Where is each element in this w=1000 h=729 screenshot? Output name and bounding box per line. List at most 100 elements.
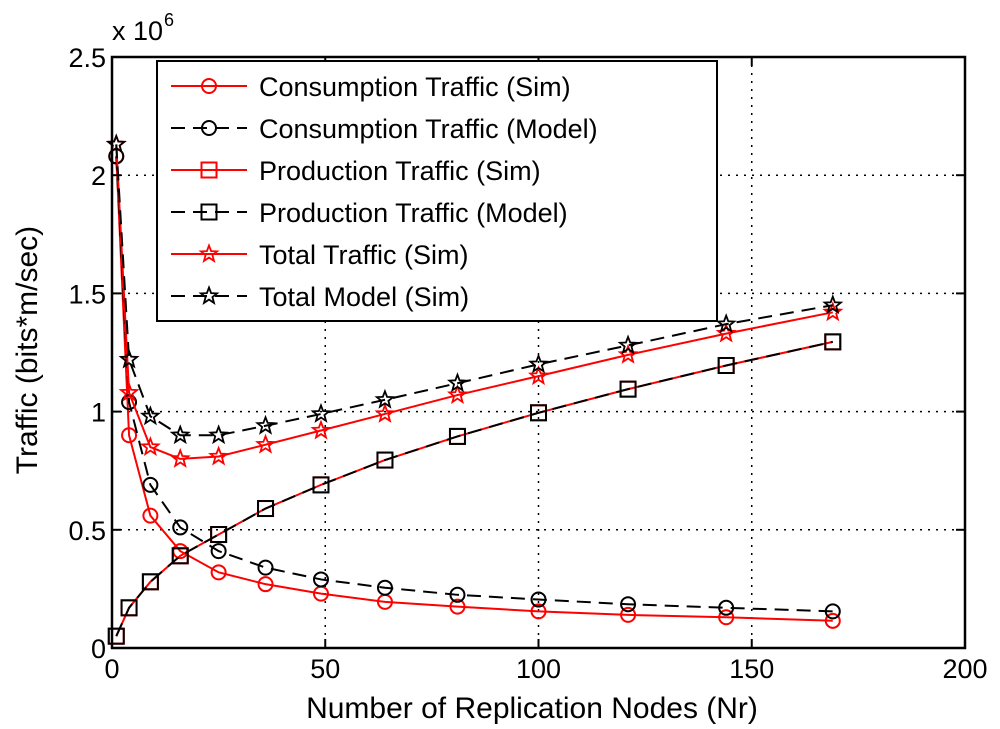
series-0-point-11: [718, 609, 735, 626]
y-tick-label-4: 2: [91, 161, 106, 191]
series-1-point-9: [530, 591, 547, 608]
y-axis-label: Traffic (bits*m/sec): [11, 226, 44, 474]
series-4-point-7: [374, 402, 396, 423]
legend-marker-1: [201, 120, 217, 136]
series-1-point-12: [824, 603, 841, 620]
legend-label-2: Production Traffic (Sim): [259, 156, 541, 186]
series-3-point-3: [171, 547, 189, 565]
legend-entry-4: Total Traffic (Sim): [171, 240, 469, 270]
legend-marker-0: [201, 78, 217, 94]
series-3-point-1: [120, 599, 138, 617]
series-0-point-12: [824, 612, 841, 629]
legend-marker-4: [198, 242, 220, 263]
series-5: [105, 133, 844, 445]
axes: 0 50 100 150 200 0 0.5 1 1.5 2 2.5: [68, 43, 987, 684]
legend-entry-5: Total Model (Sim): [171, 282, 469, 312]
series-5-point-10: [617, 334, 639, 355]
legend-label-0: Consumption Traffic (Sim): [259, 72, 571, 102]
series-3-point-5: [257, 500, 275, 518]
y-tick-label-0: 0: [91, 634, 106, 664]
x-tick-label-2: 100: [516, 654, 561, 684]
y-axis-multiplier-base: x 10: [112, 16, 163, 46]
series-4-point-8: [446, 384, 468, 404]
series-0-point-9: [530, 603, 547, 620]
legend-marker-3: [200, 203, 218, 221]
series-line-0: [115, 156, 833, 622]
series-4-point-1: [118, 381, 140, 402]
series-3-point-4: [210, 526, 228, 544]
series-0-point-2: [142, 507, 159, 524]
series-5-point-1: [118, 348, 140, 369]
series-5-point-2: [139, 405, 161, 426]
series-5-point-7: [374, 388, 396, 409]
series-3-point-6: [312, 476, 330, 494]
series-1-point-2: [142, 476, 159, 493]
series-0-point-4: [210, 564, 227, 581]
series-1-point-10: [620, 596, 637, 613]
series-3-point-12: [824, 333, 842, 351]
legend: Consumption Traffic (Sim) Consumption Tra…: [156, 60, 718, 322]
series-4-point-10: [617, 343, 639, 364]
x-tick-label-0: 0: [104, 654, 119, 684]
legend-label-1: Consumption Traffic (Model): [259, 114, 598, 144]
series-0-point-5: [257, 576, 274, 593]
series-5-point-0: [105, 133, 127, 154]
series-4-point-5: [255, 433, 277, 454]
x-tick-label-4: 200: [942, 654, 987, 684]
series-4-point-9: [528, 365, 549, 386]
legend-label-4: Total Traffic (Sim): [259, 240, 469, 270]
series-line-5: [115, 144, 833, 437]
series-5-point-6: [310, 402, 332, 423]
series-4-point-2: [139, 436, 161, 456]
series-0-point-10: [620, 606, 637, 623]
series-5-point-8: [446, 372, 468, 393]
series-5-point-11: [715, 313, 737, 334]
x-tick-label-3: 150: [729, 654, 774, 684]
series-1-point-8: [449, 586, 466, 603]
series-5-point-3: [169, 424, 191, 445]
series-3: [107, 333, 842, 645]
series-0-point-8: [449, 598, 466, 615]
legend-entry-1: Consumption Traffic (Model): [171, 114, 598, 144]
series-5-point-5: [255, 414, 277, 435]
legend-marker-2: [200, 161, 218, 179]
series-line-1: [115, 156, 833, 613]
series-1-point-4: [210, 543, 227, 560]
series-4-point-12: [822, 301, 844, 322]
series-5-point-12: [822, 294, 844, 315]
legend-label-3: Production Traffic (Model): [259, 198, 568, 228]
y-tick-label-5: 2.5: [68, 43, 106, 73]
y-tick-label-1: 0.5: [68, 516, 106, 546]
series-5-point-4: [208, 424, 230, 445]
series-3-point-8: [448, 427, 466, 445]
series-3-point-10: [619, 380, 637, 398]
series-5-point-9: [528, 353, 549, 374]
series-0-point-1: [121, 427, 138, 444]
series-4-point-11: [715, 322, 737, 343]
series-1-point-5: [257, 559, 274, 576]
series-3-point-2: [141, 573, 159, 591]
series-1-point-3: [172, 519, 189, 536]
series-4-point-4: [208, 445, 230, 466]
series-line-4: [115, 144, 833, 460]
series-1-point-7: [376, 579, 393, 596]
y-axis-multiplier-exponent: 6: [164, 10, 174, 30]
legend-marker-5: [198, 284, 220, 305]
legend-box: [156, 60, 718, 322]
series-line-3: [115, 340, 833, 637]
series-1-point-6: [312, 571, 329, 588]
legend-entry-3: Production Traffic (Model): [171, 198, 568, 228]
series-1-point-11: [718, 599, 735, 616]
series-3-point-11: [717, 357, 735, 375]
series-3-point-7: [376, 451, 394, 469]
x-tick-label-1: 50: [310, 654, 340, 684]
series-3-point-9: [530, 404, 547, 422]
legend-label-5: Total Model (Sim): [259, 282, 469, 312]
series-4-point-6: [310, 419, 332, 440]
series-4-point-3: [169, 447, 191, 468]
legend-entry-2: Production Traffic (Sim): [171, 156, 541, 186]
y-tick-label-2: 1: [91, 398, 106, 428]
series-3-point-0: [107, 627, 125, 645]
plot-series: [105, 133, 844, 645]
